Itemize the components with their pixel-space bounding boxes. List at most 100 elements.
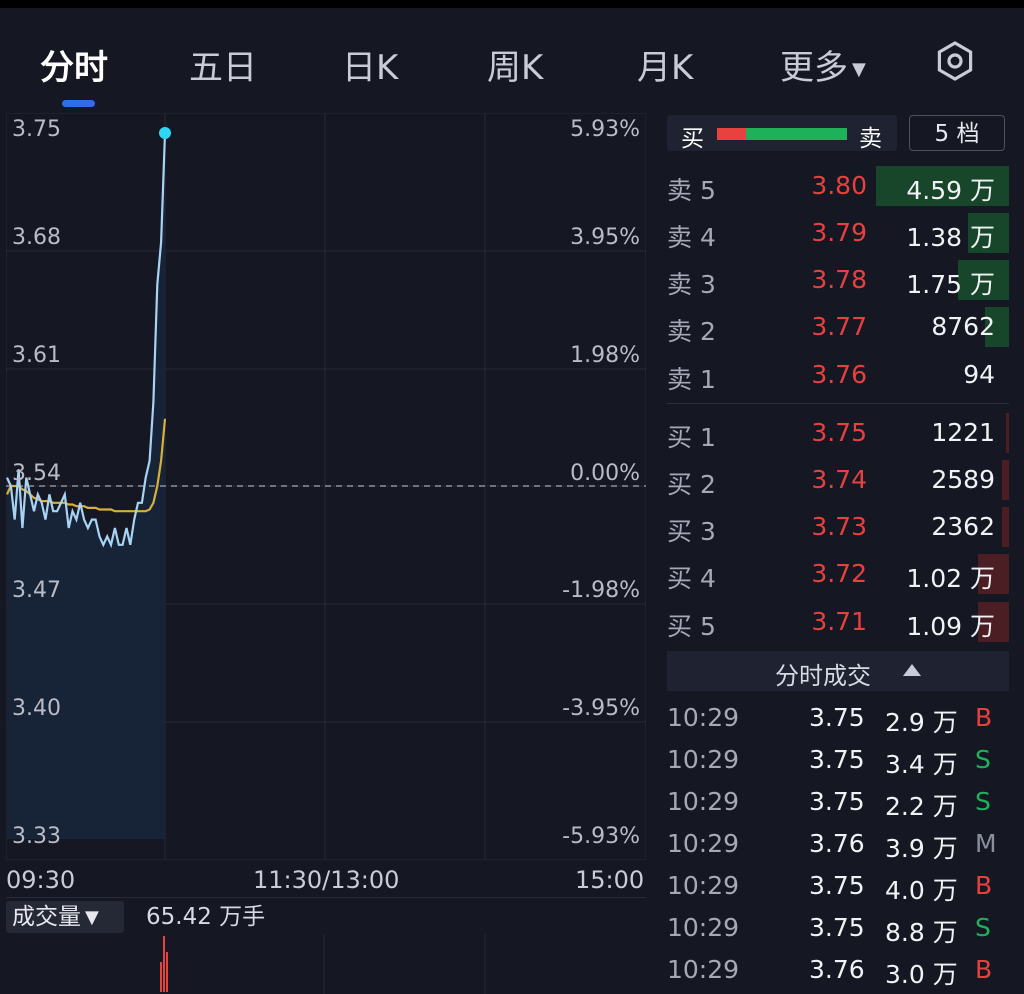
percent-axis-label: 1.98% [570,343,640,368]
top-strip [0,0,1024,8]
active-tab-indicator [62,100,95,107]
time-axis-label: 11:30/13:00 [253,866,400,894]
bid-row[interactable]: 买 4 3.72 1.02 万 [667,551,1009,597]
ask-price: 3.79 [811,218,867,247]
tab-monthly-k[interactable]: 月K [637,48,694,88]
tick-time: 10:29 [667,829,740,858]
caret-down-icon: ▼ [852,59,866,80]
time-axis-label: 15:00 [575,866,645,894]
tick-direction: B [975,703,993,732]
ask-price: 3.78 [811,265,867,294]
price-axis-label: 3.75 [12,117,61,142]
tick-price: 3.76 [809,829,865,858]
last-price-dot [159,127,171,139]
bid-price: 3.75 [811,418,867,447]
bid-quantity: 2362 [931,512,995,541]
tick-row: 10:29 3.75 2.9 万 B [667,697,1009,739]
gear-icon[interactable] [934,40,976,82]
buy-ratio-bar [717,128,746,140]
bid-row[interactable]: 买 2 3.74 2589 [667,457,1009,503]
ask-volume-bar [968,213,1009,253]
tick-volume: 3.4 万 [885,750,958,779]
bid-volume-bar [978,554,1009,594]
price-line [6,132,167,549]
ask-quantity: 94 [963,360,995,389]
bid-quantity: 1.02 万 [906,564,995,593]
price-axis-label: 3.61 [12,343,61,368]
tick-volume: 8.8 万 [885,918,958,947]
ask-row[interactable]: 卖 2 3.77 8762 [667,304,1009,350]
bid-row[interactable]: 买 3 3.73 2362 [667,504,1009,550]
ask-row[interactable]: 卖 3 3.78 1.75 万 [667,257,1009,303]
ask-row[interactable]: 卖 5 3.80 4.59 万 [667,163,1009,209]
tab-more[interactable]: 更多 ▼ [780,40,866,89]
bid-row[interactable]: 买 5 3.71 1.09 万 [667,599,1009,645]
tick-price: 3.75 [809,703,865,732]
tick-row: 10:29 3.75 8.8 万 S [667,907,1009,949]
percent-axis-label: -1.98% [562,578,640,603]
ask-level-name: 卖 5 [667,176,716,205]
ask-quantity: 8762 [931,312,995,341]
ask-row[interactable]: 卖 1 3.76 94 [667,352,1009,398]
bid-row[interactable]: 买 1 3.75 1221 [667,410,1009,456]
tick-time: 10:29 [667,871,740,900]
ask-level-name: 卖 2 [667,317,716,346]
bid-volume-bar [978,602,1009,642]
volume-bar [163,936,165,992]
timeframe-tabs: 分时 五日 日K 周K 月K 更多 ▼ [0,30,1024,100]
tick-trades-title: 分时成交 [775,662,871,690]
tab-daily-k[interactable]: 日K [342,48,399,88]
tick-price: 3.75 [809,745,865,774]
tick-price: 3.75 [809,913,865,942]
tick-row: 10:29 3.75 4.0 万 B [667,865,1009,907]
average-price-line [6,418,167,513]
tick-volume: 4.0 万 [885,876,958,905]
tick-direction: B [975,955,993,984]
intraday-chart[interactable]: 3.75 3.68 3.61 3.54 3.47 3.40 3.33 5.93%… [6,113,646,860]
percent-axis-label: 0.00% [570,461,640,486]
time-axis: 09:30 11:30/13:00 15:00 [0,866,650,896]
chart-canvas [6,113,646,860]
ask-quantity: 4.59 万 [906,176,995,205]
volume-indicator-select[interactable]: 成交量 ▼ [6,901,124,933]
tick-time: 10:29 [667,913,740,942]
caret-down-icon: ▼ [85,906,99,928]
price-axis-label: 3.40 [12,696,61,721]
percent-axis-label: -3.95% [562,696,640,721]
tab-intraday[interactable]: 分时 [40,48,108,88]
tick-time: 10:29 [667,787,740,816]
bid-quantity: 1221 [931,418,995,447]
bid-level-name: 买 3 [667,517,716,546]
tick-row: 10:29 3.75 2.2 万 S [667,781,1009,823]
ask-price: 3.77 [811,312,867,341]
tick-direction: S [975,745,991,774]
bid-volume-bar [1002,507,1009,547]
ask-row[interactable]: 卖 4 3.79 1.38 万 [667,210,1009,256]
volume-panel: 成交量 ▼ 65.42 万手 [6,897,646,994]
volume-bar [160,962,162,992]
tab-five-day[interactable]: 五日 [189,48,257,88]
tick-time: 10:29 [667,745,740,774]
tab-weekly-k[interactable]: 周K [487,48,544,88]
price-area [7,133,165,839]
time-axis-label: 09:30 [6,866,76,894]
bid-quantity: 2589 [931,465,995,494]
sell-label: 卖 [859,126,882,152]
volume-bar [166,952,168,992]
tick-time: 10:29 [667,703,740,732]
tick-direction: S [975,913,991,942]
bid-price: 3.71 [811,607,867,636]
depth-level-button[interactable]: 5 档 [909,115,1005,151]
percent-axis-label: -5.93% [562,824,640,849]
volume-total: 65.42 万手 [146,904,266,930]
tick-price: 3.76 [809,955,865,984]
bid-level-name: 买 2 [667,470,716,499]
percent-axis-label: 5.93% [570,117,640,142]
price-axis-label: 3.68 [12,225,61,250]
bid-volume-bar [1002,460,1009,500]
tab-more-label: 更多 [780,48,848,88]
tick-trades-header[interactable]: 分时成交 [667,651,1009,691]
bid-price: 3.73 [811,512,867,541]
tick-price: 3.75 [809,787,865,816]
buy-label: 买 [681,126,704,152]
